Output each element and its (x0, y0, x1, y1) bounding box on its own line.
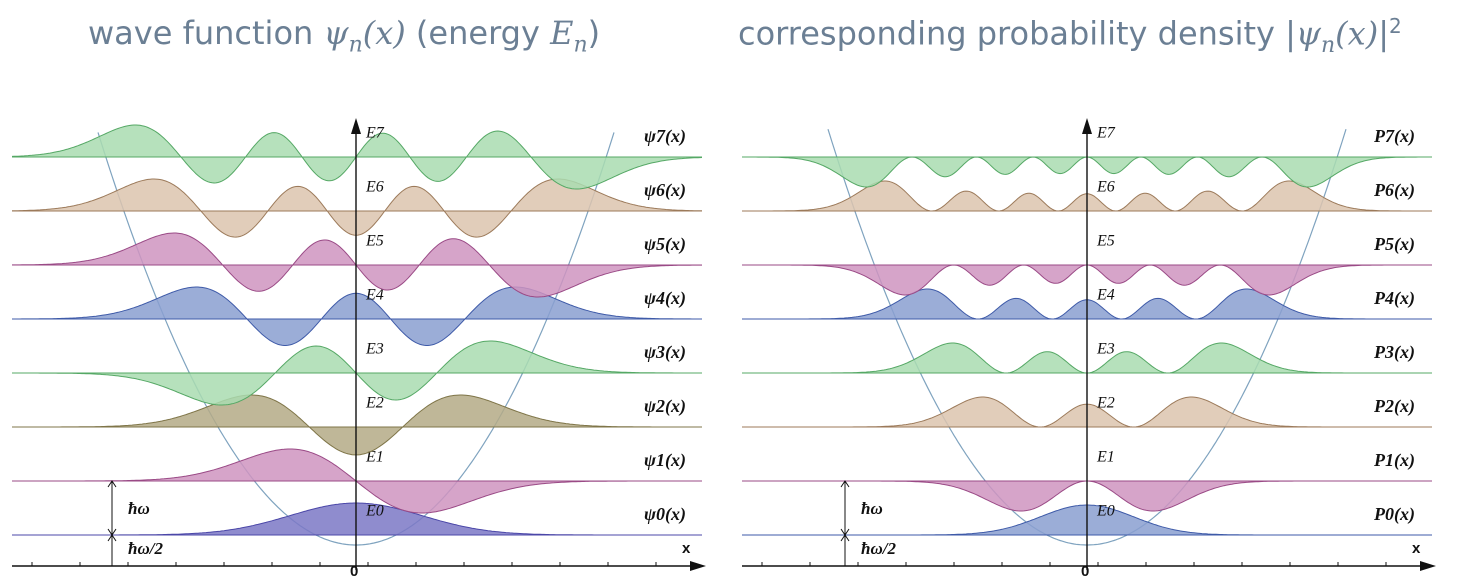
state-label-4: P4(x) (1373, 288, 1415, 309)
psi-symbol: ψ (1295, 14, 1321, 53)
half-hbar-omega-label: ħω/2 (128, 539, 163, 558)
state-label-3: P3(x) (1373, 342, 1415, 363)
level-fill-3 (742, 343, 1432, 373)
psi-argument: (x) (362, 14, 406, 52)
level-curve-4 (12, 286, 702, 346)
arrow-up-icon (840, 480, 850, 488)
level-fill-2 (12, 395, 702, 455)
state-label-1: ψ1(x) (644, 450, 686, 471)
state-label-5: P5(x) (1373, 234, 1415, 255)
psi-argument: (x) (1335, 14, 1379, 53)
title-superscript: 2 (1388, 14, 1402, 38)
right-panel: E0 P0(x) E1 P1(x) E2 P2(x) E3 P3(x) E4 P4(x) E5 P5(… (742, 118, 1436, 576)
energy-label-0: E0 (365, 503, 384, 520)
energy-subscript: n (573, 32, 588, 58)
origin-label: 0 (350, 563, 358, 576)
half-hbar-omega-label: ħω/2 (861, 539, 896, 558)
arrow-up-icon (840, 534, 850, 542)
energy-label-7: E7 (365, 125, 385, 142)
state-label-1: P1(x) (1373, 450, 1415, 471)
x-axis-label: x (1412, 540, 1421, 557)
state-label-0: P0(x) (1373, 504, 1415, 525)
energy-label-0: E0 (1096, 503, 1115, 520)
energy-label-6: E6 (365, 179, 384, 196)
state-label-6: ψ6(x) (644, 180, 686, 201)
arrow-up-icon (107, 534, 117, 542)
level-curve-3 (12, 340, 702, 406)
energy-label-1: E1 (365, 449, 384, 466)
energy-label-3: E3 (1096, 341, 1115, 358)
energy-label-4: E4 (365, 287, 384, 304)
energy-symbol: E (550, 14, 574, 52)
x-axis-arrow (690, 561, 706, 571)
left-panel-title: wave function ψn(x) (energy En) (88, 14, 600, 57)
state-label-7: ψ7(x) (644, 126, 686, 147)
state-label-0: ψ0(x) (644, 504, 686, 525)
state-label-5: ψ5(x) (644, 234, 686, 255)
title-text-end: | (1378, 14, 1389, 53)
level-curve-7 (11, 124, 703, 190)
hbar-omega-label: ħω (128, 499, 150, 518)
x-axis-arrow (1420, 561, 1436, 571)
state-label-4: ψ4(x) (644, 288, 686, 309)
y-axis-arrow (1082, 118, 1092, 134)
level-curve-5 (12, 232, 702, 298)
state-label-6: P6(x) (1373, 180, 1415, 201)
energy-label-3: E3 (365, 341, 384, 358)
energy-label-2: E2 (365, 395, 384, 412)
level-fill-0 (12, 503, 702, 535)
energy-label-4: E4 (1096, 287, 1115, 304)
state-label-3: ψ3(x) (644, 342, 686, 363)
title-text-mid: (energy (405, 14, 551, 52)
x-axis-label: x (682, 540, 691, 557)
state-label-2: P2(x) (1373, 396, 1415, 417)
level-fill-7 (742, 157, 1432, 187)
y-axis-arrow (351, 118, 361, 134)
psi-subscript: n (1321, 33, 1336, 59)
title-text: corresponding probability density | (738, 14, 1296, 53)
energy-label-6: E6 (1096, 179, 1115, 196)
left-panel: E0 ψ0(x) E1 ψ1(x) E2 ψ2(x) E3 ψ3(x) E4 ψ4(x) E5 ψ5(… (11, 118, 706, 576)
state-label-2: ψ2(x) (644, 396, 686, 417)
arrow-up-icon (107, 480, 117, 488)
energy-label-7: E7 (1096, 125, 1116, 142)
energy-label-2: E2 (1096, 395, 1115, 412)
energy-label-1: E1 (1096, 449, 1115, 466)
level-curve-2 (12, 394, 702, 456)
psi-subscript: n (348, 32, 363, 58)
title-text: wave function (88, 14, 324, 52)
origin-label: 0 (1081, 563, 1089, 576)
energy-label-5: E5 (365, 233, 384, 250)
right-panel-title: corresponding probability density |ψn(x)… (738, 14, 1402, 58)
hbar-omega-label: ħω (861, 499, 883, 518)
state-label-7: P7(x) (1373, 126, 1415, 147)
energy-label-5: E5 (1096, 233, 1115, 250)
title-text-end: ) (587, 14, 601, 52)
psi-symbol: ψ (323, 14, 349, 52)
level-fill-5 (742, 265, 1432, 295)
level-fill-4 (12, 287, 702, 346)
